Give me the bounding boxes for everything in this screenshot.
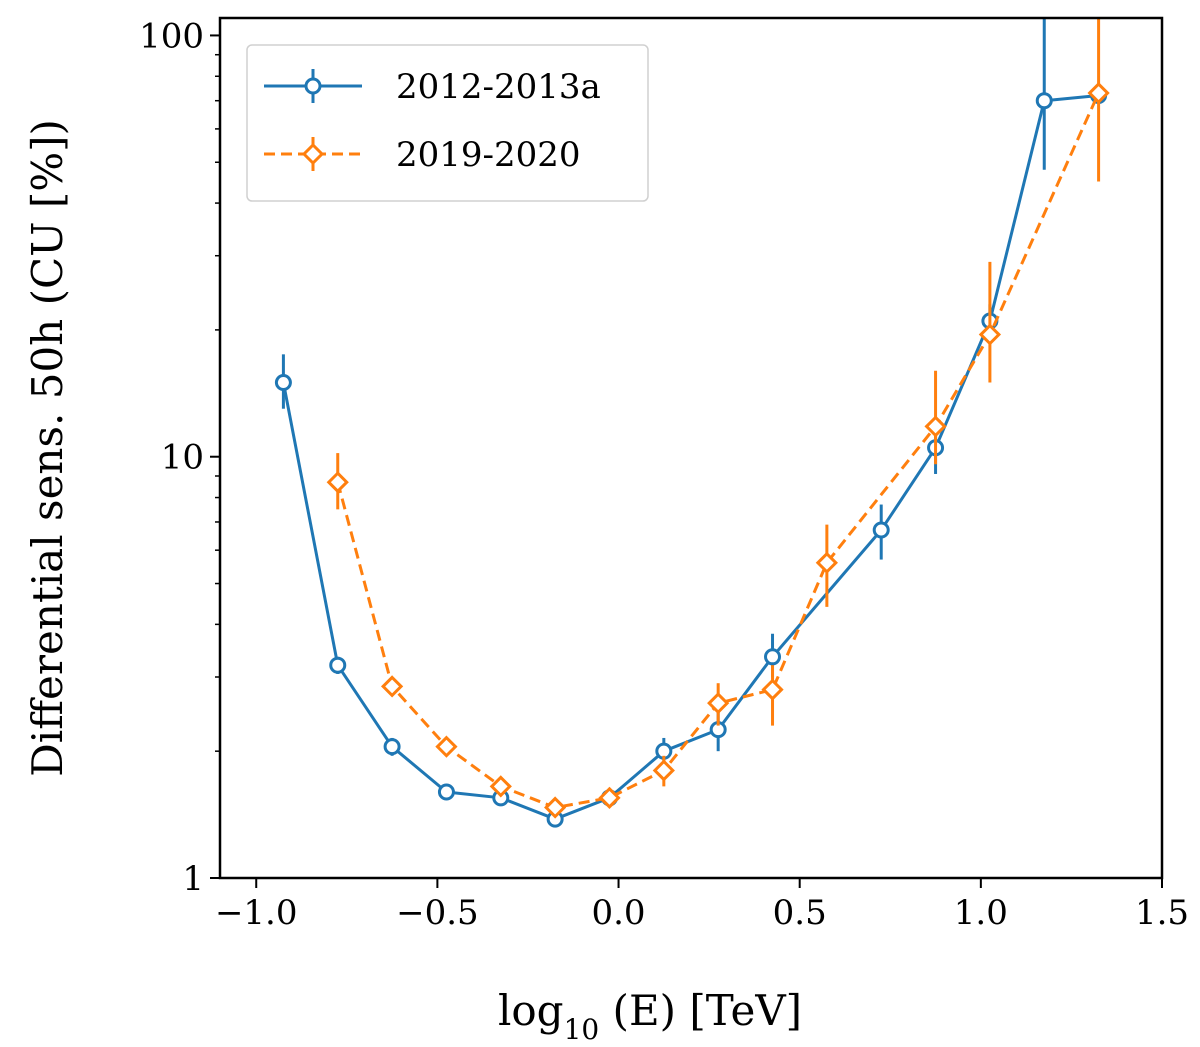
x-tick-label: 1.5 xyxy=(1135,893,1189,933)
data-point xyxy=(329,656,347,674)
legend-item: 2019-2020 xyxy=(264,135,581,175)
legend-marker xyxy=(304,77,322,95)
data-point xyxy=(1035,92,1053,110)
x-axis-label-main: log xyxy=(498,986,564,1035)
y-tick-label: 1 xyxy=(182,859,204,899)
x-tick-label: −1.0 xyxy=(215,893,298,933)
data-point xyxy=(815,551,838,574)
y-tick-label: 100 xyxy=(139,16,204,56)
legend-label: 2012-2013a xyxy=(396,67,601,107)
series-2019-2020 xyxy=(326,18,1110,819)
data-point xyxy=(326,471,349,494)
legend-label: 2019-2020 xyxy=(396,135,581,175)
legend-item: 2012-2013a xyxy=(264,67,601,107)
data-point xyxy=(274,374,292,392)
data-point xyxy=(872,521,890,539)
y-tick-label: 10 xyxy=(161,438,204,478)
x-axis-label: log10 (E) [TeV] xyxy=(498,986,802,1046)
plot-frame xyxy=(218,16,1164,880)
x-tick-label: −0.5 xyxy=(396,893,479,933)
legend-marker xyxy=(301,142,325,166)
data-point xyxy=(489,775,512,798)
data-point xyxy=(652,759,675,782)
data-point xyxy=(978,323,1002,346)
legend-box xyxy=(246,44,649,202)
data-point xyxy=(707,692,730,715)
x-tick-label: 0.0 xyxy=(591,893,645,933)
x-tick-label: 0.5 xyxy=(773,893,827,933)
data-point xyxy=(380,675,404,698)
data-point xyxy=(544,796,567,819)
data-point xyxy=(1087,81,1110,105)
data-point xyxy=(598,786,621,809)
x-axis-label-subscript: 10 xyxy=(564,1013,600,1046)
data-point xyxy=(924,415,947,438)
data-point xyxy=(764,648,782,666)
x-axis-label-rest: (E) [TeV] xyxy=(599,986,802,1035)
data-point xyxy=(435,735,458,758)
data-point xyxy=(761,678,784,701)
y-axis-label: Differential sens. 50h (CU [%]) xyxy=(23,119,72,777)
data-point xyxy=(383,738,401,756)
legend: 2012-2013a 2019-2020 xyxy=(246,44,649,202)
ticks-layer: −1.0 −0.5 0.0 0.5 1.0 1.5 1 10 100 xyxy=(139,16,1189,933)
x-tick-label: 1.0 xyxy=(954,893,1008,933)
data-point xyxy=(437,783,455,801)
series-layer xyxy=(274,18,1110,828)
legend-items: 2012-2013a 2019-2020 xyxy=(264,67,601,175)
